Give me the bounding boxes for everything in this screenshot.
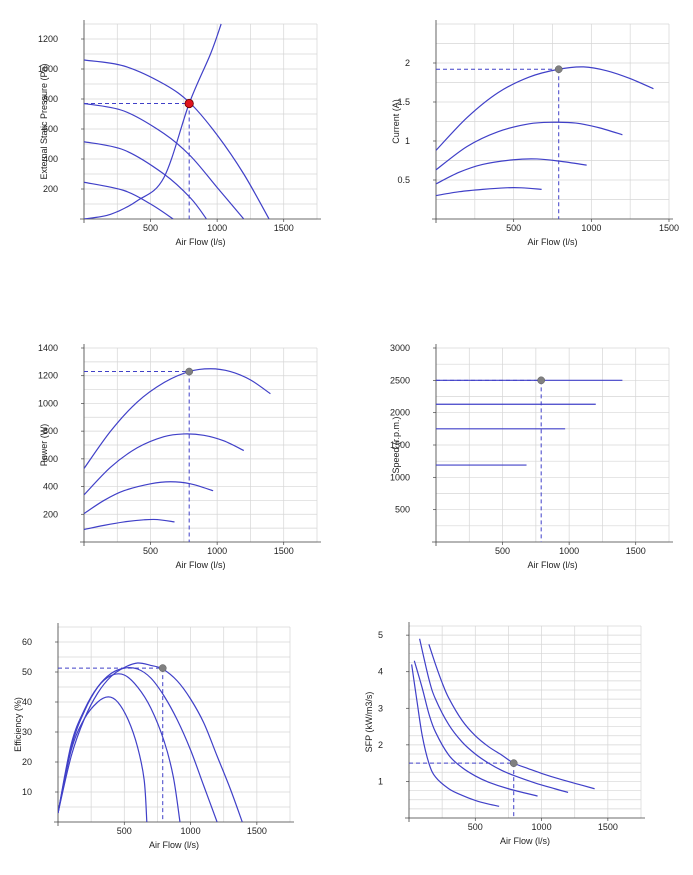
x-axis-label: Air Flow (l/s) [500, 836, 550, 846]
sfp-chart: 500 1000 1500 1 2 3 4 5 Air Flow (l/s) SFP (kW/m3… [364, 622, 645, 846]
efficiency-chart: 500 1000 1500 10 20 30 40 50 60 Air Flow (l/s) Eff… [13, 623, 294, 850]
y-tick-label: 0.5 [397, 175, 410, 185]
y-tick-label: 1 [378, 776, 383, 786]
y-tick-label: 2 [405, 58, 410, 68]
pressure-chart: 500 1000 1500 200 400 600 800 1000 1200 Air Flow … [38, 20, 321, 247]
y-tick-label: 1500 [390, 440, 410, 450]
y-tick-label: 400 [43, 154, 58, 164]
y-tick-label: 10 [22, 787, 32, 797]
y-tick-label: 2500 [390, 375, 410, 385]
y-tick-label: 1000 [38, 398, 58, 408]
y-tick-label: 1.5 [397, 97, 410, 107]
x-axis-label: Air Flow (l/s) [149, 840, 199, 850]
y-tick-label: 1 [405, 136, 410, 146]
x-tick-label: 1500 [598, 822, 618, 832]
series-3-curve [413, 660, 538, 797]
series-2-curve [58, 667, 218, 822]
series-3-curve [84, 481, 214, 515]
series-2-curve [419, 638, 569, 793]
x-tick-label: 1500 [247, 826, 267, 836]
x-tick-label: 500 [117, 826, 132, 836]
duty-point-marker [184, 98, 194, 109]
x-tick-label: 1500 [626, 546, 646, 556]
y-tick-label: 5 [378, 630, 383, 640]
y-tick-label: 40 [22, 697, 32, 707]
x-tick-label: 1500 [274, 223, 294, 233]
y-tick-label: 4 [378, 667, 383, 677]
current-chart: 500 1000 1500 0.5 1 1.5 2 Air Flow (l/s) Current… [391, 20, 679, 247]
series-4-curve [84, 181, 174, 219]
y-tick-label: 200 [43, 509, 58, 519]
series-4-curve [436, 187, 542, 197]
y-tick-label: 600 [43, 454, 58, 464]
series-1-curve [436, 66, 654, 151]
series-1-curve [84, 368, 271, 469]
y-tick-label: 800 [43, 94, 58, 104]
x-axis-label: Air Flow (l/s) [528, 237, 578, 247]
series-4-curve [58, 696, 148, 822]
series-4-curve [84, 518, 175, 531]
y-tick-label: 3 [378, 703, 383, 713]
x-tick-label: 500 [506, 223, 521, 233]
y-tick-label: 2000 [390, 408, 410, 418]
y-tick-label: 800 [43, 426, 58, 436]
operating-point-marker [158, 664, 167, 672]
y-tick-label: 30 [22, 727, 32, 737]
y-tick-label: 1200 [38, 371, 58, 381]
x-tick-label: 1000 [181, 826, 201, 836]
series-3-curve [84, 141, 207, 219]
series-1-curve [58, 662, 243, 822]
operating-point-marker [509, 759, 518, 767]
y-tick-label: 1000 [38, 64, 58, 74]
operating-point-marker [185, 367, 194, 376]
series-3-curve [436, 158, 587, 185]
y-axis-label: Speed (r.p.m.) [391, 416, 401, 473]
y-tick-label: 20 [22, 757, 32, 767]
x-tick-label: 500 [143, 546, 158, 556]
series-2-curve [84, 433, 245, 496]
y-axis-label: SFP (kW/m3/s) [364, 692, 374, 753]
power-chart: 500 1000 1500 200 400 600 800 1000 1200 1400 Air F… [38, 343, 321, 570]
x-tick-label: 500 [143, 223, 158, 233]
x-tick-label: 1000 [207, 223, 227, 233]
y-axis-label: External Static Pressure (Pa) [39, 63, 49, 179]
y-tick-label: 1000 [390, 472, 410, 482]
y-tick-label: 200 [43, 184, 58, 194]
series-2-curve [436, 121, 623, 171]
y-axis-label: Power (W) [39, 424, 49, 467]
x-tick-label: 1000 [532, 822, 552, 832]
x-axis-label: Air Flow (l/s) [176, 560, 226, 570]
x-axis-label: Air Flow (l/s) [528, 560, 578, 570]
y-tick-label: 500 [395, 505, 410, 515]
series-3-curve [58, 673, 181, 822]
x-tick-label: 500 [468, 822, 483, 832]
y-axis-label: Current (A) [391, 99, 401, 144]
x-tick-label: 1000 [207, 546, 227, 556]
x-axis-label: Air Flow (l/s) [176, 237, 226, 247]
series-5-curve [84, 23, 222, 219]
x-tick-label: 1500 [659, 223, 679, 233]
y-tick-label: 50 [22, 667, 32, 677]
x-tick-label: 1500 [274, 546, 294, 556]
series-1-curve [428, 644, 595, 790]
operating-point-marker [537, 376, 546, 385]
y-tick-label: 400 [43, 482, 58, 492]
y-axis-label: Efficiency (%) [13, 697, 23, 752]
y-tick-label: 1200 [38, 34, 58, 44]
y-tick-label: 2 [378, 740, 383, 750]
y-tick-label: 60 [22, 637, 32, 647]
x-tick-label: 500 [495, 546, 510, 556]
operating-point-marker [554, 65, 563, 74]
y-tick-label: 1400 [38, 343, 58, 353]
x-tick-label: 1000 [581, 223, 601, 233]
series-4-curve [411, 664, 500, 807]
series-2-curve [84, 102, 245, 219]
speed-chart: 500 1000 1500 500 1000 1500 2000 2500 3000 Air Fl… [390, 343, 673, 570]
y-tick-label: 3000 [390, 343, 410, 353]
y-tick-label: 600 [43, 124, 58, 134]
x-tick-label: 1000 [559, 546, 579, 556]
